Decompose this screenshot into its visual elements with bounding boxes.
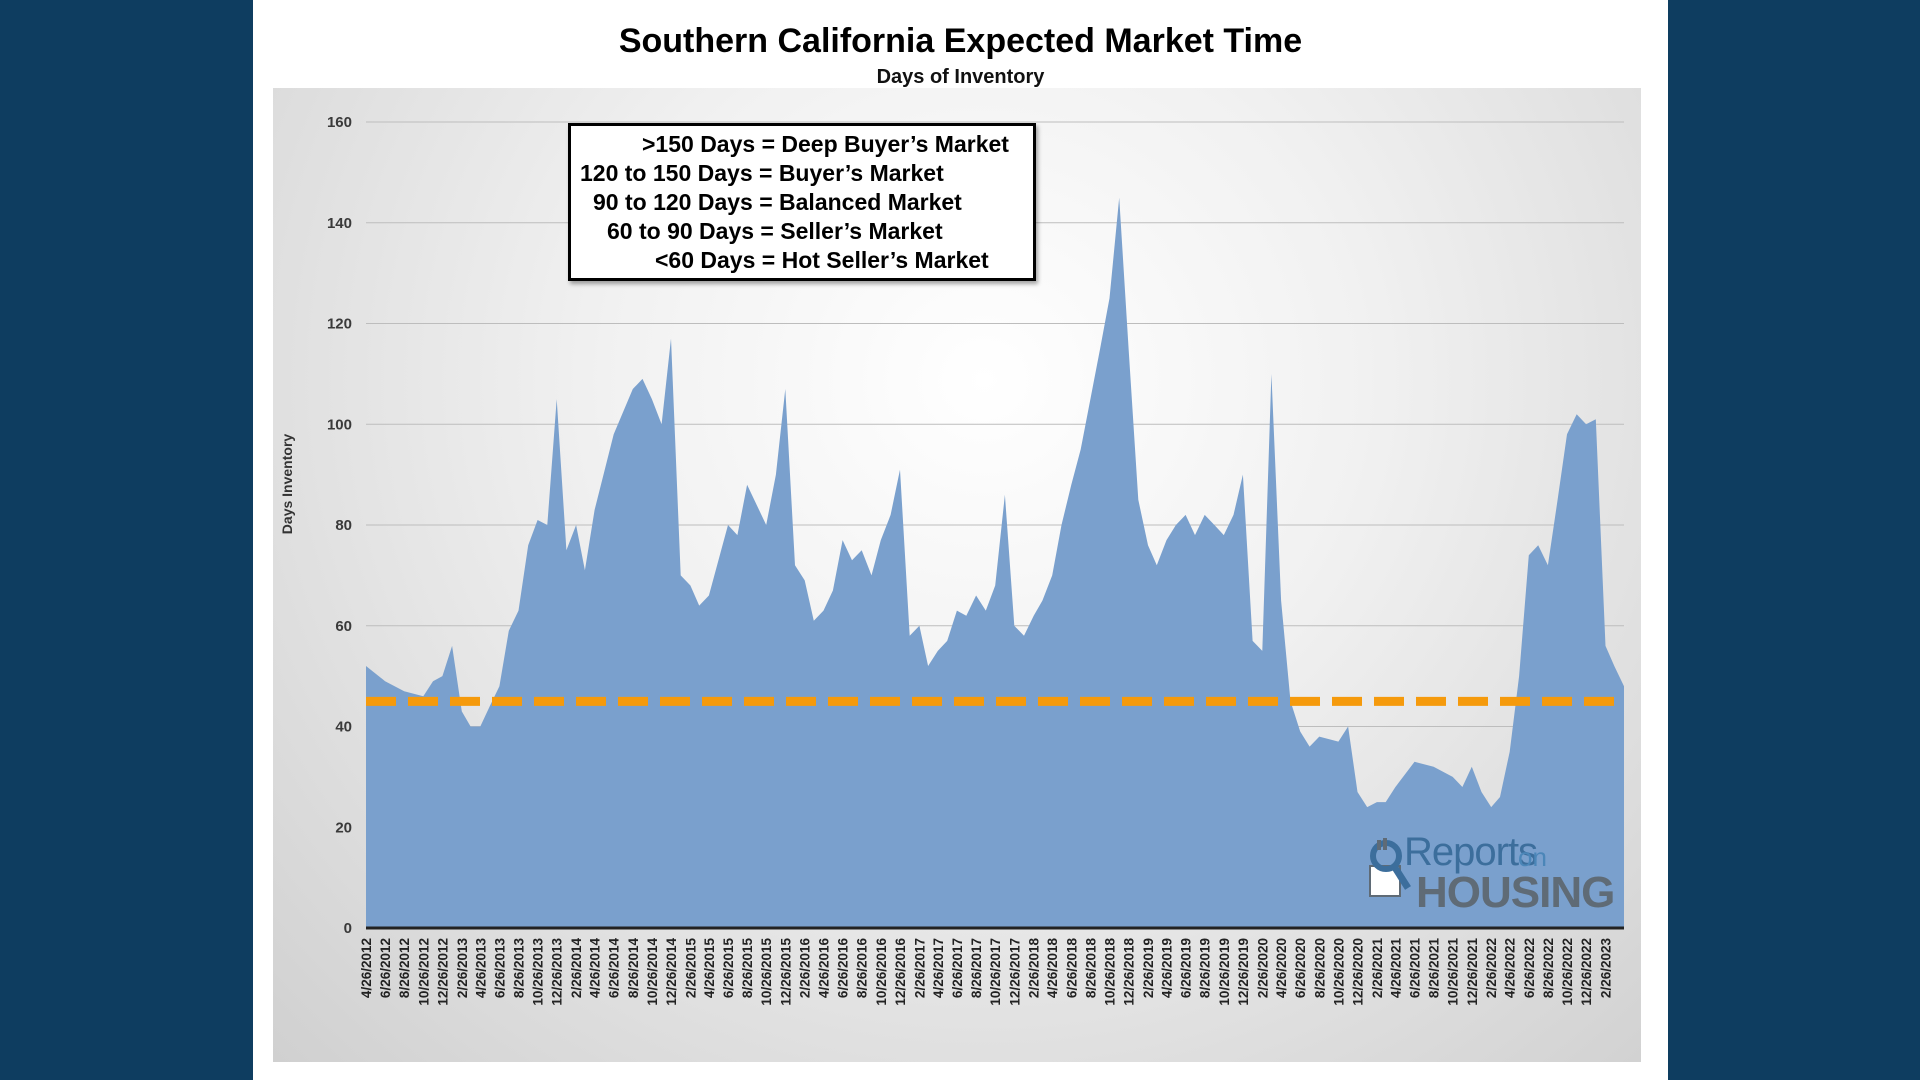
x-tick-label: 2/26/2016 [798, 938, 813, 999]
x-tick-label: 4/26/2013 [473, 938, 488, 999]
x-tick-label: 2/26/2019 [1141, 938, 1156, 998]
x-tick-label: 10/26/2021 [1446, 938, 1461, 1006]
y-tick-label: 60 [335, 618, 352, 635]
area-layer [366, 197, 1624, 929]
logo-text-on: on [1518, 842, 1547, 872]
x-tick-label: 6/26/2016 [836, 938, 851, 999]
legend-line-buyer: 120 to 150 Days = Buyer’s Market [580, 160, 944, 186]
x-tick-label: 6/26/2022 [1522, 938, 1537, 998]
legend-line-deep-buyer: >150 Days = Deep Buyer’s Market [642, 131, 1009, 157]
x-tick-label: 10/26/2013 [531, 938, 546, 1006]
x-tick-label: 10/26/2015 [759, 938, 774, 1006]
x-tick-label: 10/26/2014 [645, 938, 660, 1006]
y-tick-label: 140 [327, 215, 352, 232]
x-tick-label: 2/26/2020 [1255, 938, 1270, 998]
x-tick-label: 2/26/2022 [1484, 938, 1499, 998]
legend-line-hot-seller: <60 Days = Hot Seller’s Market [655, 247, 989, 273]
x-tick-label: 2/26/2021 [1370, 938, 1385, 999]
x-tick-label: 2/26/2013 [455, 938, 470, 999]
x-tick-label: 8/26/2018 [1083, 938, 1098, 999]
x-tick-label: 2/26/2015 [683, 938, 698, 999]
x-tick-label: 10/26/2016 [874, 938, 889, 1006]
y-tick-label: 80 [335, 517, 352, 534]
x-tick-label: 4/26/2015 [702, 938, 717, 999]
x-tick-label: 8/26/2015 [740, 938, 755, 999]
x-tick-label: 6/26/2015 [721, 938, 736, 999]
x-tick-label: 12/26/2017 [1007, 938, 1022, 1006]
market-legend-box: >150 Days = Deep Buyer’s Market 120 to 1… [568, 123, 1036, 281]
x-tick-label: 8/26/2020 [1312, 938, 1327, 998]
x-tick-label: 4/26/2012 [359, 938, 374, 998]
y-tick-label: 20 [335, 819, 352, 836]
x-tick-label: 8/26/2014 [626, 938, 641, 999]
chart-subtitle: Days of Inventory [876, 66, 1045, 88]
x-tick-label: 12/26/2019 [1236, 938, 1251, 1006]
x-tick-label: 12/26/2016 [893, 938, 908, 1006]
legend-line-seller: 60 to 90 Days = Seller’s Market [607, 218, 943, 244]
logo-text-housing: HOUSING [1416, 868, 1615, 917]
y-tick-label: 40 [335, 719, 352, 736]
x-tick-labels: 4/26/2012 6/26/2012 8/26/2012 10/26/2012 12/… [359, 938, 1614, 1006]
reports-on-housing-logo: Reports on HOUSING [1368, 830, 1615, 918]
x-tick-label: 4/26/2020 [1274, 938, 1289, 998]
x-tick-label: 12/26/2020 [1351, 938, 1366, 1006]
days-inventory-area [366, 197, 1624, 929]
x-tick-label: 4/26/2021 [1388, 938, 1403, 999]
x-tick-label: 10/26/2017 [988, 938, 1003, 1006]
x-tick-label: 6/26/2014 [607, 938, 622, 999]
x-tick-label: 6/26/2021 [1408, 938, 1423, 999]
x-tick-label: 6/26/2012 [378, 938, 393, 998]
x-tick-label: 4/26/2017 [931, 938, 946, 998]
y-tick-labels: 0 20 40 60 80 100 120 140 160 [327, 114, 352, 937]
x-tick-label: 6/26/2020 [1293, 938, 1308, 998]
x-tick-label: 12/26/2013 [550, 938, 565, 1006]
x-tick-label: 2/26/2023 [1599, 938, 1614, 999]
x-tick-label: 4/26/2014 [588, 938, 603, 999]
x-tick-label: 10/26/2019 [1217, 938, 1232, 1006]
x-tick-label: 2/26/2017 [912, 938, 927, 998]
x-tick-label: 6/26/2017 [950, 938, 965, 998]
x-tick-label: 12/26/2018 [1122, 938, 1137, 1006]
x-tick-label: 10/26/2020 [1331, 938, 1346, 1006]
x-tick-label: 8/26/2016 [855, 938, 870, 999]
x-tick-label: 4/26/2019 [1160, 938, 1175, 998]
x-tick-label: 8/26/2019 [1198, 938, 1213, 998]
x-tick-label: 12/26/2012 [435, 938, 450, 1006]
x-tick-label: 4/26/2016 [817, 938, 832, 999]
y-axis-label: Days Inventory [279, 434, 295, 535]
x-tick-label: 2/26/2014 [569, 938, 584, 999]
x-tick-label: 12/26/2014 [664, 938, 679, 1006]
x-tick-label: 6/26/2013 [492, 938, 507, 999]
x-tick-label: 2/26/2018 [1027, 938, 1042, 999]
x-tick-label: 6/26/2019 [1179, 938, 1194, 998]
logo-text-reports: Reports [1404, 830, 1538, 874]
x-tick-label: 10/26/2022 [1560, 938, 1575, 1006]
y-tick-label: 160 [327, 114, 352, 131]
y-tick-label: 100 [327, 416, 352, 433]
x-tick-label: 6/26/2018 [1064, 938, 1079, 999]
x-tick-label: 8/26/2017 [969, 938, 984, 998]
y-tick-label: 120 [327, 316, 352, 333]
magnifier-house-icon [1369, 838, 1411, 897]
x-tick-label: 12/26/2021 [1465, 938, 1480, 1006]
y-tick-label: 0 [344, 920, 352, 937]
x-tick-label: 12/26/2022 [1579, 938, 1594, 1006]
chart-title: Southern California Expected Market Time [618, 22, 1303, 60]
x-tick-label: 10/26/2012 [416, 938, 431, 1006]
x-tick-label: 10/26/2018 [1103, 938, 1118, 1006]
x-tick-label: 4/26/2018 [1045, 938, 1060, 999]
x-tick-label: 12/26/2015 [778, 938, 793, 1006]
x-tick-label: 8/26/2012 [397, 938, 412, 998]
x-tick-label: 8/26/2013 [512, 938, 527, 999]
x-tick-label: 8/26/2022 [1541, 938, 1556, 998]
x-tick-label: 4/26/2022 [1503, 938, 1518, 998]
legend-line-balanced: 90 to 120 Days = Balanced Market [593, 189, 962, 215]
x-tick-label: 8/26/2021 [1427, 938, 1442, 999]
